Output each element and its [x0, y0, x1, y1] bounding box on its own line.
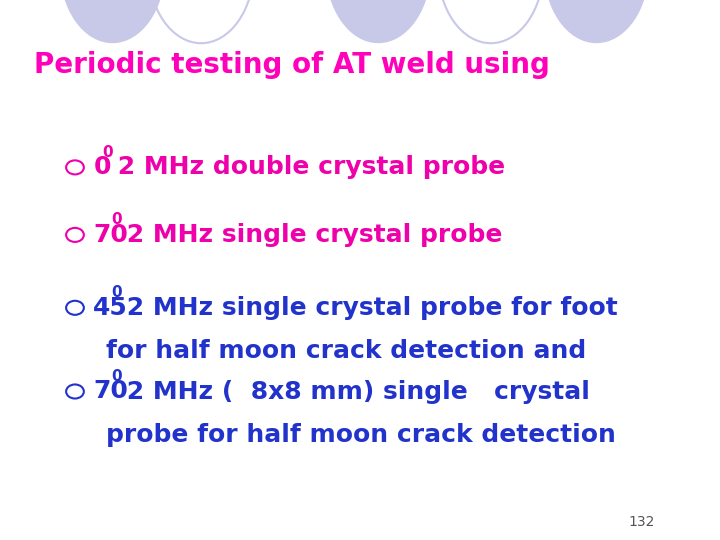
Text: 70: 70 — [94, 223, 128, 247]
Text: 2 MHz (  8x8 mm) single   crystal: 2 MHz ( 8x8 mm) single crystal — [118, 380, 590, 403]
Text: 0: 0 — [111, 369, 122, 384]
Text: Periodic testing of AT weld using: Periodic testing of AT weld using — [34, 51, 550, 79]
Ellipse shape — [544, 0, 649, 43]
Text: 132: 132 — [628, 515, 654, 529]
Text: 2 MHz single crystal probe for foot: 2 MHz single crystal probe for foot — [118, 296, 618, 320]
Text: 2 MHz single crystal probe: 2 MHz single crystal probe — [118, 223, 502, 247]
Text: 0: 0 — [94, 156, 111, 179]
Text: 45: 45 — [94, 296, 128, 320]
Text: 0: 0 — [111, 285, 122, 300]
Ellipse shape — [325, 0, 431, 43]
Text: for half moon crack detection and: for half moon crack detection and — [106, 339, 586, 363]
Text: 2 MHz double crystal probe: 2 MHz double crystal probe — [109, 156, 505, 179]
Text: probe for half moon crack detection: probe for half moon crack detection — [106, 423, 616, 447]
Text: 70: 70 — [94, 380, 128, 403]
Ellipse shape — [60, 0, 166, 43]
Text: 0: 0 — [111, 212, 122, 227]
Text: 0: 0 — [102, 145, 113, 160]
